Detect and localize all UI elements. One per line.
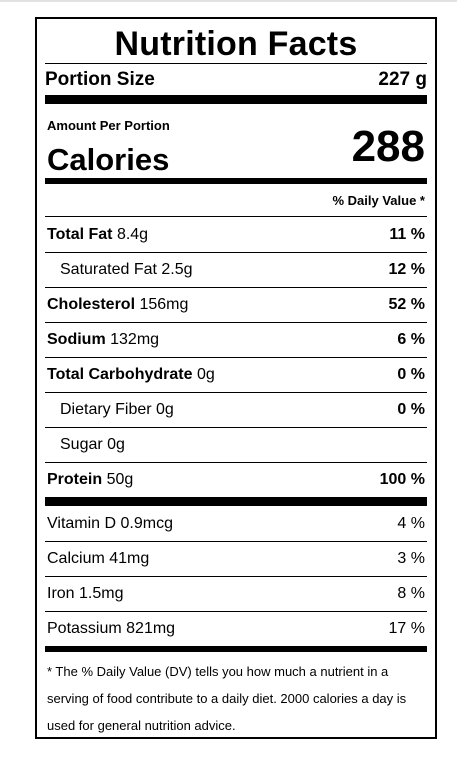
nutrient-row-protein: Protein 50g 100 % xyxy=(45,462,427,497)
nutrient-row-saturated-fat: Saturated Fat 2.5g 12 % xyxy=(45,252,427,287)
nutrient-row-total-carbohydrate: Total Carbohydrate 0g 0 % xyxy=(45,357,427,392)
nutrient-name: Cholesterol 156mg xyxy=(47,296,189,313)
vitamin-row-vitamin-d: Vitamin D 0.9mcg 4 % xyxy=(45,506,427,541)
nutrient-row-cholesterol: Cholesterol 156mg 52 % xyxy=(45,287,427,322)
nutrient-name: Sodium 132mg xyxy=(47,331,160,348)
nutrient-row-dietary-fiber: Dietary Fiber 0g 0 % xyxy=(45,392,427,427)
calories-label: Calories xyxy=(47,142,170,177)
nutrient-percent: 0 % xyxy=(397,366,425,383)
nutrition-label-content: Nutrition Facts Portion Size 227 g Amoun… xyxy=(45,19,427,739)
nutrient-name: Saturated Fat 2.5g xyxy=(60,261,193,278)
thick-divider xyxy=(45,497,427,506)
medium-divider xyxy=(45,646,427,652)
nutrient-name: Protein 50g xyxy=(47,471,134,488)
vitamin-percent: 8 % xyxy=(397,585,425,602)
nutrient-percent: 100 % xyxy=(379,471,425,488)
nutrient-percent: 52 % xyxy=(388,296,425,313)
portion-size-row: Portion Size 227 g xyxy=(45,63,427,95)
portion-size-value: 227 g xyxy=(378,68,427,90)
nutrient-percent: 11 % xyxy=(389,225,425,243)
daily-value-header: % Daily Value * xyxy=(45,184,427,216)
vitamin-name: Iron 1.5mg xyxy=(47,585,124,602)
nutrient-name: Sugar 0g xyxy=(60,436,125,453)
nutrient-name: Total Fat 8.4g xyxy=(47,225,149,243)
nutrient-row-sodium: Sodium 132mg 6 % xyxy=(45,322,427,357)
vitamin-row-potassium: Potassium 821mg 17 % xyxy=(45,611,427,646)
nutrient-name: Total Carbohydrate 0g xyxy=(47,366,215,383)
vitamin-percent: 4 % xyxy=(397,514,425,532)
nutrient-percent: 6 % xyxy=(397,331,425,348)
nutrient-row-total-fat: Total Fat 8.4g 11 % xyxy=(45,217,427,252)
vitamin-name: Calcium 41mg xyxy=(47,550,150,567)
vitamin-name: Potassium 821mg xyxy=(47,620,176,637)
vitamin-percent: 3 % xyxy=(397,550,425,567)
thick-divider xyxy=(45,95,427,104)
vitamin-percent: 17 % xyxy=(388,620,425,637)
vitamin-row-iron: Iron 1.5mg 8 % xyxy=(45,576,427,611)
daily-value-footnote: * The % Daily Value (DV) tells you how m… xyxy=(47,664,407,733)
nutrition-label: Nutrition Facts Portion Size 227 g Amoun… xyxy=(35,17,437,739)
vitamin-name: Vitamin D 0.9mcg xyxy=(47,514,173,532)
top-border-line xyxy=(0,0,457,2)
amount-per-portion-label: Amount Per Portion xyxy=(47,118,170,133)
nutrient-percent: 0 % xyxy=(397,401,425,418)
calories-value: 288 xyxy=(351,122,425,171)
vitamin-row-calcium: Calcium 41mg 3 % xyxy=(45,541,427,576)
portion-size-label: Portion Size xyxy=(45,68,155,90)
nutrient-row-sugar: Sugar 0g xyxy=(45,427,427,462)
medium-divider xyxy=(45,178,427,184)
calories-block: Amount Per Portion Calories 288 xyxy=(45,104,427,178)
daily-value-header-text: % Daily Value * xyxy=(332,192,426,208)
nutrient-name: Dietary Fiber 0g xyxy=(60,401,174,418)
nutrient-percent: 12 % xyxy=(388,261,425,278)
nutrition-title: Nutrition Facts xyxy=(114,25,358,63)
thin-divider xyxy=(45,216,427,217)
